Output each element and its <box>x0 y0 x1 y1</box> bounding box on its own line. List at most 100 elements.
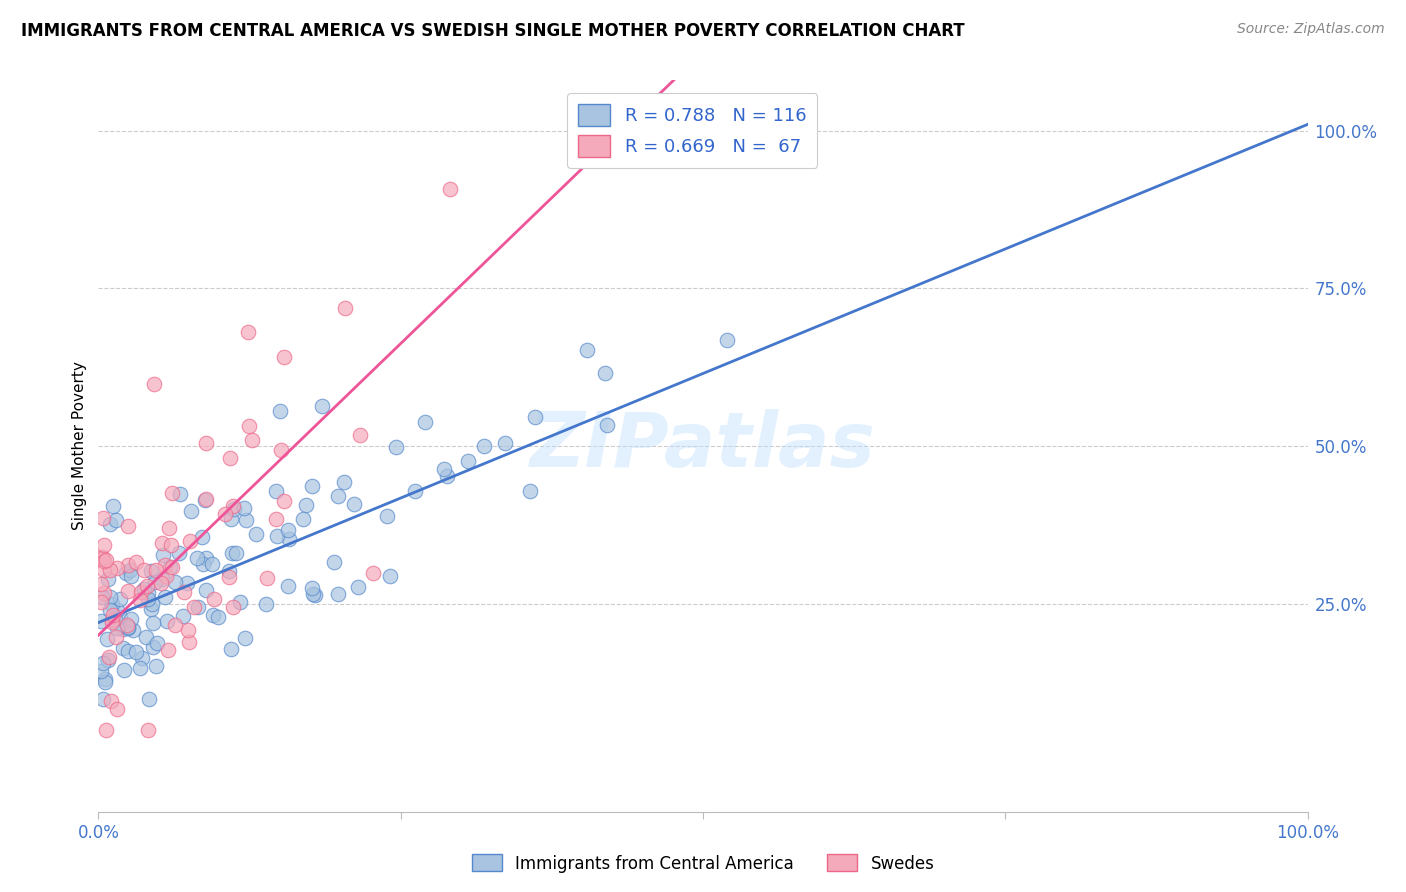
Point <box>117 518 139 533</box>
Point <box>266 529 288 543</box>
Point <box>94 723 117 737</box>
Point <box>311 400 333 414</box>
Point <box>155 614 177 628</box>
Point <box>105 621 128 635</box>
Point <box>93 563 115 577</box>
Point <box>221 546 243 560</box>
Point <box>117 558 139 572</box>
Point <box>593 366 616 380</box>
Point <box>187 600 209 615</box>
Point <box>472 439 495 453</box>
Point <box>194 582 217 597</box>
Point <box>98 516 121 531</box>
Point <box>97 572 120 586</box>
Point <box>596 417 619 432</box>
Point <box>101 608 124 623</box>
Point <box>117 621 139 635</box>
Point <box>91 551 114 566</box>
Legend: R = 0.788   N = 116, R = 0.669   N =  67: R = 0.788 N = 116, R = 0.669 N = 67 <box>567 93 817 168</box>
Point <box>149 575 172 590</box>
Point <box>233 500 256 515</box>
Point <box>105 702 128 716</box>
Point <box>254 597 277 611</box>
Point <box>91 590 114 604</box>
Point <box>219 642 242 657</box>
Point <box>194 491 217 506</box>
Point <box>93 554 115 568</box>
Point <box>142 615 165 630</box>
Point <box>270 443 292 458</box>
Point <box>155 569 177 583</box>
Point <box>139 564 162 578</box>
Point <box>114 566 136 581</box>
Text: ZIPatlas: ZIPatlas <box>530 409 876 483</box>
Point <box>177 635 200 649</box>
Point <box>222 500 245 514</box>
Point <box>176 576 198 591</box>
Point <box>90 595 112 609</box>
Point <box>576 343 599 358</box>
Point <box>105 603 128 617</box>
Point <box>172 609 194 624</box>
Point <box>117 619 139 633</box>
Point <box>457 454 479 468</box>
Point <box>125 645 148 659</box>
Point <box>349 428 371 442</box>
Point <box>90 549 112 564</box>
Point <box>94 553 117 567</box>
Text: IMMIGRANTS FROM CENTRAL AMERICA VS SWEDISH SINGLE MOTHER POVERTY CORRELATION CHA: IMMIGRANTS FROM CENTRAL AMERICA VS SWEDI… <box>21 22 965 40</box>
Point <box>117 584 139 599</box>
Point <box>145 658 167 673</box>
Point <box>433 462 456 476</box>
Point <box>117 644 139 658</box>
Point <box>101 597 124 611</box>
Point <box>301 582 323 596</box>
Point <box>328 587 350 601</box>
Point <box>190 530 212 544</box>
Point <box>519 483 541 498</box>
Point <box>153 558 176 572</box>
Point <box>264 512 287 526</box>
Y-axis label: Single Mother Poverty: Single Mother Poverty <box>72 361 87 531</box>
Point <box>129 661 152 675</box>
Point <box>333 301 356 315</box>
Point <box>98 562 121 576</box>
Point <box>380 569 402 583</box>
Point <box>94 672 117 686</box>
Point <box>160 486 183 500</box>
Point <box>219 450 242 465</box>
Point <box>131 651 153 665</box>
Point <box>90 664 112 678</box>
Point <box>134 582 156 596</box>
Point <box>138 586 160 600</box>
Point <box>245 526 267 541</box>
Point <box>101 615 124 630</box>
Point <box>304 589 326 603</box>
Point <box>165 575 187 590</box>
Point <box>202 591 225 606</box>
Point <box>332 475 354 489</box>
Point <box>179 533 201 548</box>
Point <box>177 624 200 638</box>
Point <box>94 675 117 690</box>
Text: Source: ZipAtlas.com: Source: ZipAtlas.com <box>1237 22 1385 37</box>
Point <box>278 532 301 546</box>
Point <box>222 599 245 614</box>
Point <box>375 509 398 524</box>
Point <box>207 609 229 624</box>
Point <box>98 649 121 664</box>
Point <box>122 623 145 637</box>
Point <box>169 546 191 560</box>
Point <box>256 571 278 585</box>
Point <box>115 618 138 632</box>
Point <box>136 723 159 737</box>
Point <box>91 511 114 525</box>
Point <box>100 694 122 708</box>
Point <box>141 597 163 611</box>
Point <box>165 617 187 632</box>
Point <box>436 468 458 483</box>
Point <box>138 691 160 706</box>
Point <box>494 436 516 450</box>
Point <box>157 642 180 657</box>
Point <box>404 484 426 499</box>
